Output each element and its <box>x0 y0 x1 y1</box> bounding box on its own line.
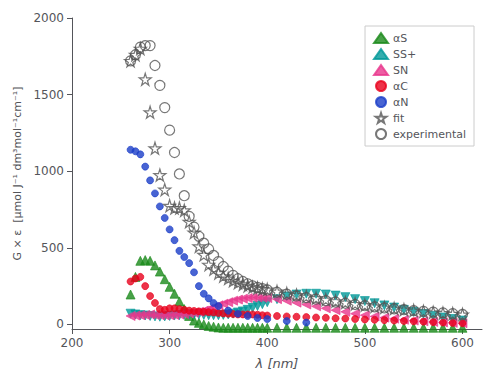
svg-text:600: 600 <box>451 336 474 350</box>
svg-text:SN: SN <box>393 64 408 77</box>
svg-text:200: 200 <box>61 336 84 350</box>
svg-text:αS: αS <box>393 32 407 45</box>
svg-text:αN: αN <box>393 96 408 109</box>
svg-text:1500: 1500 <box>33 88 64 102</box>
svg-text:2000: 2000 <box>33 11 64 25</box>
svg-text:1000: 1000 <box>33 164 64 178</box>
svg-text:400: 400 <box>256 336 279 350</box>
svg-text:αC: αC <box>393 80 408 93</box>
svg-text:300: 300 <box>158 336 181 350</box>
svg-text:0: 0 <box>56 317 64 331</box>
svg-text:fit: fit <box>393 112 405 125</box>
svg-text:500: 500 <box>41 241 64 255</box>
svg-text:G × ε [μmol J⁻¹ dm³mol⁻¹cm⁻¹]: G × ε [μmol J⁻¹ dm³mol⁻¹cm⁻¹] <box>11 86 24 260</box>
svg-text:SS+: SS+ <box>393 48 416 61</box>
svg-text:λ [nm]: λ [nm] <box>255 356 299 371</box>
svg-text:experimental: experimental <box>393 128 466 141</box>
svg-text:500: 500 <box>353 336 376 350</box>
